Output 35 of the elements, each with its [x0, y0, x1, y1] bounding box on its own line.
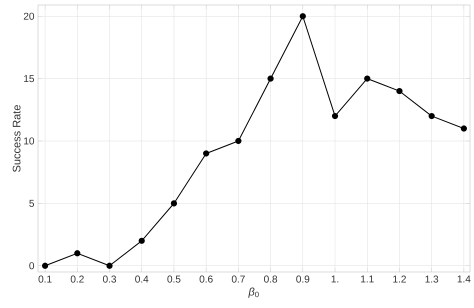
y-tick-label: 0 — [29, 262, 34, 270]
x-tick-label: 0.7 — [232, 276, 245, 283]
point — [235, 138, 242, 144]
point — [170, 200, 178, 206]
point — [138, 238, 145, 244]
point — [460, 125, 467, 132]
point — [396, 88, 403, 94]
x-tick-label: 0.8 — [264, 276, 278, 283]
x-tick-label: 1.1 — [361, 276, 374, 282]
point — [74, 250, 80, 256]
y-axis-title: Success Rate — [12, 105, 20, 172]
x-tick-label: 0.5 — [167, 276, 180, 283]
x-tick-label: 1. — [332, 276, 338, 282]
x-tick-label: 0.4 — [135, 276, 148, 283]
point — [300, 13, 306, 20]
y-tick-label: 5 — [29, 200, 34, 207]
x-tick-label: 0.2 — [70, 276, 84, 283]
x-tick-label: 1.4 — [458, 276, 471, 282]
x-tick-label: 1.2 — [393, 276, 406, 283]
x-axis-title: β$_{0}$ — [248, 287, 259, 298]
x-tick-label: 1.3 — [425, 276, 438, 283]
point — [42, 262, 48, 269]
point — [106, 262, 113, 269]
point — [332, 112, 338, 120]
y-tick-label: 10 — [24, 137, 34, 145]
y-tick-label: 20 — [24, 12, 34, 20]
x-tick-label: 0.3 — [102, 276, 116, 283]
point — [364, 76, 370, 82]
x-tick-label: 0.6 — [200, 276, 213, 283]
y-tick-label: 15 — [24, 75, 34, 82]
x-tick-label: 0.9 — [296, 276, 310, 283]
point — [428, 112, 435, 120]
point — [203, 150, 210, 157]
point — [267, 76, 274, 82]
x-tick-label: 0.1 — [38, 276, 52, 283]
